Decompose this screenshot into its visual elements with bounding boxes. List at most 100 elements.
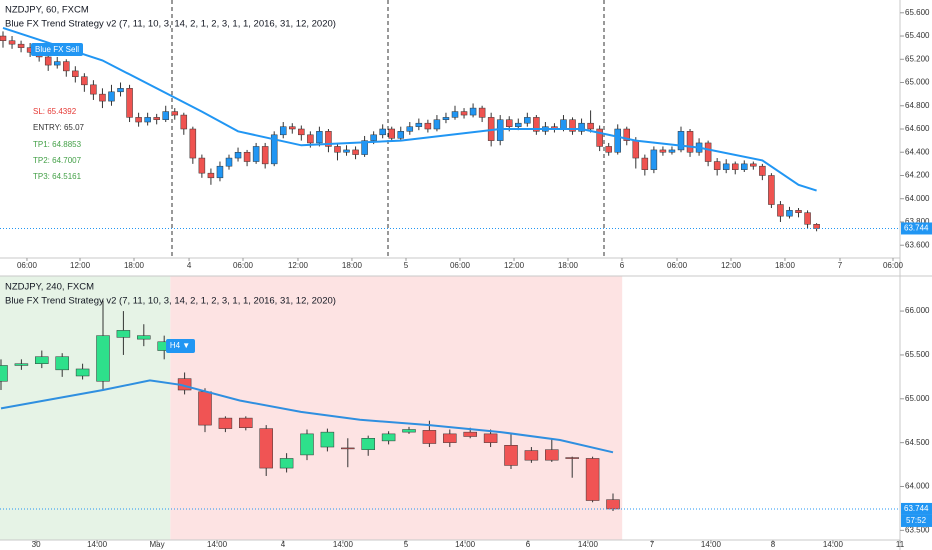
candle-body xyxy=(117,88,124,93)
candle-body xyxy=(777,204,784,217)
price-badge xyxy=(901,502,932,515)
countdown-badge xyxy=(901,514,932,527)
y-tick-label: 64.600 xyxy=(905,124,930,133)
y-tick-label: 64.000 xyxy=(905,194,930,203)
candle-body xyxy=(460,111,468,116)
candle-body xyxy=(252,146,260,162)
y-tick-label: 64.500 xyxy=(905,438,930,447)
countdown-label: 57:52 xyxy=(906,516,927,525)
price-label: 63.744 xyxy=(904,224,929,233)
candle-body xyxy=(261,146,269,165)
candle-body xyxy=(686,131,694,153)
y-tick-label: 63.800 xyxy=(905,217,930,226)
y-tick-label: 64.200 xyxy=(905,171,930,180)
candle-body xyxy=(786,210,793,217)
candle-body xyxy=(300,433,314,456)
candle-body xyxy=(63,61,70,72)
candle-body xyxy=(162,111,169,120)
zone xyxy=(0,276,171,540)
candle-body xyxy=(795,210,802,213)
signal-badge xyxy=(166,339,195,353)
candle-body xyxy=(443,433,457,443)
candle-body xyxy=(289,126,296,130)
candle-body xyxy=(451,111,459,118)
y-tick-label: 65.400 xyxy=(905,31,930,40)
candle-body xyxy=(352,149,359,155)
candle-body xyxy=(722,163,730,170)
candle-body xyxy=(96,335,110,382)
candle-body xyxy=(422,430,437,444)
candle-body xyxy=(505,119,513,127)
x-tick-label: 14:00 xyxy=(333,540,354,549)
candle-body xyxy=(325,131,332,147)
x-tick-label: May xyxy=(149,540,164,549)
candle-body xyxy=(587,122,594,130)
x-tick-label: 12:00 xyxy=(721,261,742,270)
x-tick-label: 12:00 xyxy=(504,261,525,270)
x-tick-label: 7 xyxy=(650,540,655,549)
y-tick-label: 64.000 xyxy=(905,482,930,491)
candle-body xyxy=(731,163,739,170)
candle-body xyxy=(424,122,432,130)
chart-title: NZDJPY, 240, FXCM xyxy=(5,282,94,293)
tp-label: TP2: 64.7007 xyxy=(33,156,82,165)
x-tick-label: 14:00 xyxy=(87,540,108,549)
tp-label: TP1: 64.8853 xyxy=(33,140,82,149)
candle-body xyxy=(415,122,423,127)
x-tick-label: 12:00 xyxy=(288,261,309,270)
x-tick-label: 06:00 xyxy=(667,261,688,270)
candle-body xyxy=(677,131,685,151)
x-tick-label: 4 xyxy=(281,540,286,549)
y-tick-label: 65.600 xyxy=(905,8,930,17)
candle-body xyxy=(207,172,215,179)
candle-body xyxy=(515,122,522,127)
x-tick-label: 06:00 xyxy=(883,261,904,270)
candle-body xyxy=(606,499,620,510)
candle-body xyxy=(320,431,335,448)
candle-body xyxy=(768,175,775,205)
candle-body xyxy=(180,114,188,130)
zone xyxy=(170,276,623,540)
moving-average xyxy=(0,379,614,454)
signal-label: Blue FX Sell xyxy=(35,45,79,54)
candle-body xyxy=(483,433,498,443)
candle-body xyxy=(135,117,142,123)
price-label: 63.744 xyxy=(904,504,929,513)
candle-body xyxy=(632,140,640,159)
x-tick-label: 5 xyxy=(404,540,409,549)
candle-body xyxy=(316,131,323,144)
x-tick-label: 06:00 xyxy=(233,261,254,270)
candle-body xyxy=(90,84,97,95)
y-tick-label: 63.600 xyxy=(905,240,930,249)
candle-body xyxy=(259,428,273,469)
candle-body xyxy=(334,146,341,153)
candle-body xyxy=(578,122,585,132)
candle-body xyxy=(116,330,131,338)
candle-body xyxy=(741,163,748,170)
candle-body xyxy=(14,363,29,366)
x-tick-label: 11 xyxy=(896,540,905,549)
candle-body xyxy=(504,445,518,466)
candle-body xyxy=(55,356,69,371)
x-tick-label: 14:00 xyxy=(823,540,844,549)
x-tick-label: 6 xyxy=(620,261,625,270)
candle-body xyxy=(198,157,206,174)
candle-body xyxy=(153,117,160,120)
candle-body xyxy=(361,438,375,450)
candle-body xyxy=(298,128,305,136)
candle-body xyxy=(565,457,579,459)
candle-body xyxy=(370,134,377,141)
candle-body xyxy=(524,117,531,124)
y-tick-label: 66.000 xyxy=(905,306,930,315)
y-tick-label: 64.800 xyxy=(905,101,930,110)
y-tick-label: 65.200 xyxy=(905,54,930,63)
y-tick-label: 64.400 xyxy=(905,147,930,156)
candle-body xyxy=(713,161,721,170)
signal-badge xyxy=(31,43,83,56)
candle-body xyxy=(406,126,414,132)
candle-body xyxy=(0,365,8,382)
candle-body xyxy=(659,149,667,153)
candle-body xyxy=(99,93,106,102)
x-tick-label: 5 xyxy=(404,261,409,270)
candle-body xyxy=(560,119,567,130)
